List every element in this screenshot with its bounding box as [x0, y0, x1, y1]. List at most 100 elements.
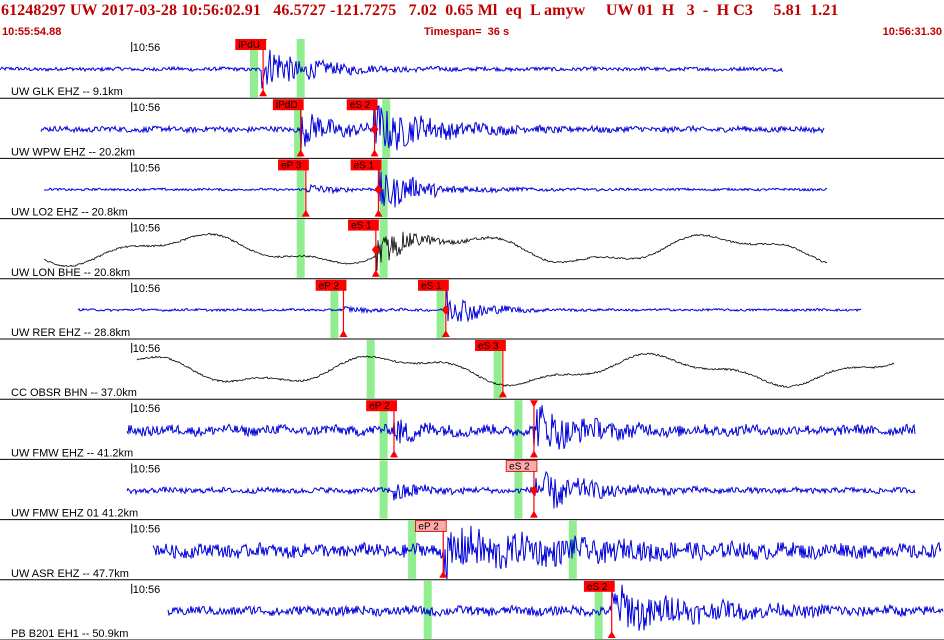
pick-base-marker: [370, 149, 379, 157]
trace-row-7: 10:56 eS 2 UW FMW EHZ 01 41.2km: [0, 459, 944, 521]
phase-pick-label: eP 2: [418, 522, 439, 533]
waveform-trace: [40, 103, 825, 151]
phase-pick-label: eS 1: [421, 281, 442, 292]
trace-row-4: 10:56 eP 2 eS 1 UW RER EHZ -- 28.8km: [0, 279, 944, 340]
phase-pick-label: eS 1: [351, 221, 372, 232]
phase-pick-box: [415, 520, 447, 533]
trace-row-1: 10:56 iPdD eS 2 UW WPW EHZ -- 20.2km: [0, 99, 944, 159]
station-label: UW FMW EHZ 01 41.2km: [11, 508, 138, 520]
pick-base-marker: [389, 450, 398, 458]
event-summary-line: 61248297 UW 2017-03-28 10:56:02.91 46.57…: [1, 2, 839, 19]
phase-pick-box: [418, 279, 449, 291]
minute-marker-label: 10:56: [133, 584, 161, 596]
pick-amplitude-marker: [529, 485, 538, 496]
theoretical-arrival-band: [379, 460, 388, 519]
station-label: UW RER EHZ -- 28.8km: [11, 327, 130, 339]
station-label: CC OBSR BHN -- 37.0km: [11, 387, 137, 399]
pick-base-marker: [374, 209, 383, 217]
theoretical-arrival-band: [379, 219, 388, 278]
trace-row-0: 10:56 iPdU UW GLK EHZ -- 9.1km: [0, 39, 944, 99]
phase-pick-label: eS 1: [354, 160, 375, 171]
timespan-label: Timespan= 36 s: [424, 26, 510, 38]
trace-row-2: 10:56 eP 3 eS 1 UW LO2 EHZ -- 20.8km: [0, 159, 944, 220]
waveform-trace: [167, 584, 944, 631]
station-label: UW LON BHE -- 20.8km: [11, 267, 130, 279]
pick-amplitude-marker: [371, 244, 380, 255]
minute-marker-label: 10:56: [133, 162, 161, 174]
theoretical-arrival-band: [330, 279, 339, 338]
phase-pick-label: eP 2: [369, 401, 390, 412]
phase-pick-label: iPdU: [238, 40, 260, 51]
window-start-time: 10:55:54.88: [2, 26, 62, 38]
station-label: UW ASR EHZ -- 47.7km: [11, 568, 129, 580]
event-header: 61248297 UW 2017-03-28 10:56:02.91 46.57…: [0, 0, 944, 40]
pick-base-marker: [259, 89, 268, 97]
phase-pick-label: eP 2: [319, 281, 340, 292]
minute-marker-label: 10:56: [133, 223, 161, 235]
phase-pick-box: [348, 219, 379, 231]
waveform-trace: [152, 525, 942, 580]
trace-row-6: 10:56 eP 2 UW FMW EHZ -- 41.2km: [0, 400, 944, 460]
minute-marker-label: 10:56: [133, 42, 161, 54]
theoretical-arrival-band: [514, 400, 523, 459]
theoretical-arrival-band: [250, 39, 258, 98]
minute-marker-label: 10:56: [133, 343, 161, 355]
pick-amplitude-marker: [370, 124, 379, 135]
waveform-trace: [0, 49, 783, 89]
phase-pick-box: [235, 39, 267, 50]
pick-base-marker: [339, 330, 348, 337]
phase-pick-label: eS 2: [350, 100, 371, 111]
seismogram-panel[interactable]: 10:56 iPdU UW GLK EHZ -- 9.1km 10:56 iPdD eS …: [0, 38, 944, 640]
theoretical-arrival-band: [379, 400, 388, 459]
station-label: UW LO2 EHZ -- 20.8km: [11, 207, 128, 219]
theoretical-arrival-band: [296, 219, 305, 278]
station-label: PB B201 EH1 -- 50.9km: [11, 628, 128, 640]
phase-pick-box: [272, 99, 304, 111]
trace-row-9: 10:56 eS 2 PB B201 EH1 -- 50.9km: [0, 580, 944, 640]
theoretical-arrival-band: [366, 340, 375, 399]
pick-base-marker: [607, 631, 616, 638]
minute-marker-label: 10:56: [133, 524, 161, 536]
phase-pick-box: [475, 340, 506, 351]
waveform-trace: [126, 470, 916, 509]
waveform-trace: [43, 168, 828, 208]
window-end-time: 10:56:31.30: [882, 26, 942, 38]
theoretical-arrival-band: [296, 39, 305, 98]
pick-base-marker: [498, 390, 507, 398]
phase-pick-label: eS 3: [478, 341, 499, 352]
theoretical-arrival-band: [423, 580, 432, 639]
minute-marker-label: 10:56: [133, 102, 161, 114]
pick-base-marker: [529, 510, 538, 518]
waveform-trace: [77, 289, 862, 323]
pick-amplitude-marker: [441, 304, 450, 315]
station-label: UW GLK EHZ -- 9.1km: [11, 86, 123, 98]
station-label: UW WPW EHZ -- 20.2km: [11, 146, 135, 158]
phase-pick-box: [346, 99, 378, 111]
phase-pick-box: [278, 159, 309, 171]
minute-marker-label: 10:56: [133, 403, 161, 415]
phase-pick-label: eS 2: [587, 582, 608, 593]
theoretical-arrival-band: [296, 159, 305, 218]
waveform-trace: [136, 352, 895, 388]
pick-base-marker: [529, 450, 538, 458]
theoretical-arrival-band: [594, 580, 603, 639]
pick-polarity-marker: [259, 39, 268, 46]
trace-row-5: 10:56 eS 3 CC OBSR BHN -- 37.0km: [0, 340, 944, 400]
phase-pick-box: [315, 279, 347, 291]
trace-row-3: 10:56 eS 1 UW LON BHE -- 20.8km: [0, 219, 944, 280]
waveform-trace: [43, 231, 827, 271]
trace-row-8: 10:56 eP 2 UW ASR EHZ -- 47.7km: [0, 520, 944, 581]
phase-pick-box: [505, 459, 538, 472]
minute-marker-label: 10:56: [133, 463, 161, 475]
pick-base-marker: [296, 149, 305, 157]
waveform-trace: [126, 405, 916, 450]
pick-base-marker: [439, 570, 448, 578]
pick-base-marker: [301, 209, 310, 217]
phase-pick-box: [350, 159, 382, 171]
phase-pick-label: eS 2: [509, 461, 530, 472]
theoretical-arrival-band: [379, 159, 388, 218]
pick-base-marker: [371, 269, 380, 277]
phase-pick-box: [366, 400, 397, 412]
minute-marker-label: 10:56: [133, 283, 161, 295]
station-label: UW FMW EHZ -- 41.2km: [11, 447, 133, 459]
